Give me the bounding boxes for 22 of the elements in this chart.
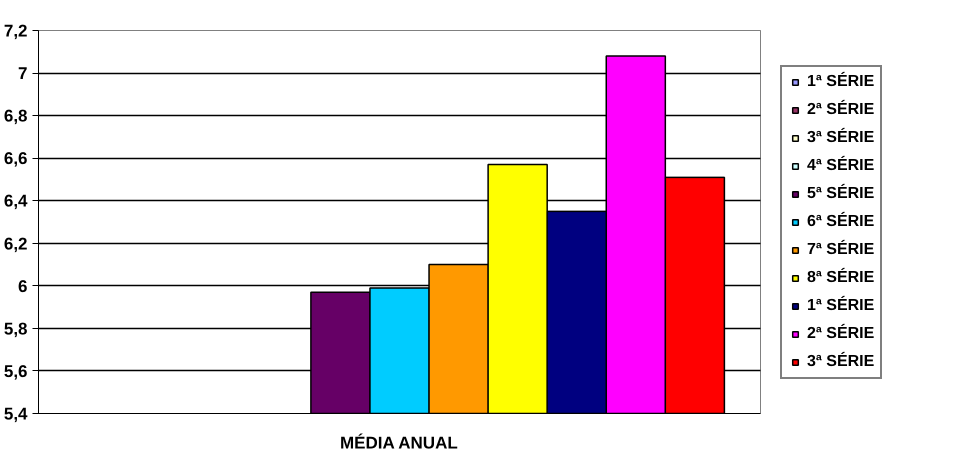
- y-tick-label: 6: [18, 276, 28, 296]
- legend-label: 1ª SÉRIE: [807, 72, 874, 90]
- x-tick-label: MÉDIA ANUAL: [340, 432, 458, 452]
- y-tick-label: 5,4: [4, 404, 28, 424]
- legend-label: 1ª SÉRIE: [807, 296, 874, 314]
- y-tick-label: 6,4: [4, 192, 28, 211]
- y-tick-label: 6,8: [4, 106, 28, 126]
- legend-label: 6ª SÉRIE: [807, 212, 874, 230]
- legend-label: 2ª SÉRIE: [807, 324, 874, 342]
- y-tick-label: 5,6: [4, 362, 28, 381]
- legend-label: 7ª SÉRIE: [807, 240, 874, 258]
- legend-label: 3ª SÉRIE: [807, 128, 874, 146]
- y-tick-label: 5,8: [4, 319, 28, 338]
- y-tick-label: 7,2: [4, 22, 28, 40]
- legend-label: 4ª SÉRIE: [807, 156, 874, 174]
- legend-label: 5ª SÉRIE: [807, 184, 874, 202]
- legend-label: 3ª SÉRIE: [807, 352, 874, 370]
- y-tick-label: 6,6: [4, 149, 28, 168]
- legend-label: 2ª SÉRIE: [807, 100, 874, 118]
- y-tick-label: 7: [18, 64, 28, 84]
- legend-label: 8ª SÉRIE: [807, 268, 874, 286]
- y-tick-label: 6,2: [4, 234, 28, 254]
